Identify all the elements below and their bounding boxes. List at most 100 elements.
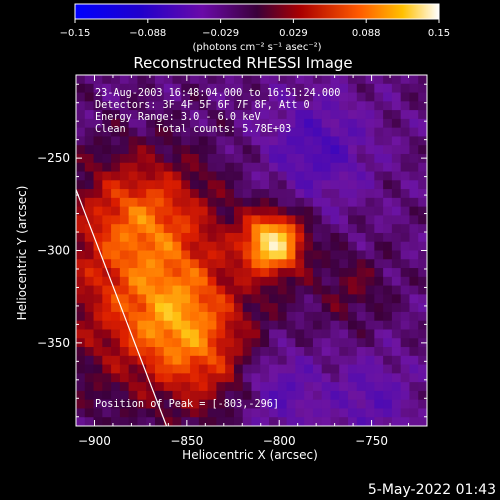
heatmap-cell xyxy=(312,294,323,304)
heatmap-cell xyxy=(242,162,252,172)
heatmap-cell xyxy=(400,338,410,348)
heatmap-cell xyxy=(400,83,410,93)
x-tick-label: −850 xyxy=(170,434,203,448)
heatmap-cell xyxy=(269,215,279,225)
heatmap-cell xyxy=(76,224,86,234)
heatmap-cell xyxy=(312,145,323,155)
heatmap-cell xyxy=(216,118,226,129)
heatmap-cell xyxy=(374,101,384,111)
heatmap-cell xyxy=(348,189,358,199)
heatmap-cell xyxy=(383,303,393,313)
heatmap-cell xyxy=(93,347,103,357)
heatmap-cell xyxy=(207,373,217,383)
heatmap-cell xyxy=(356,417,366,426)
heatmap-cell xyxy=(119,153,130,164)
heatmap-cell xyxy=(356,347,366,357)
heatmap-cell xyxy=(260,215,270,225)
heatmap-cell xyxy=(383,382,393,392)
heatmap-cell xyxy=(348,250,358,260)
heatmap-cell xyxy=(409,206,419,216)
heatmap-cell xyxy=(400,197,410,208)
heatmap-cell xyxy=(269,285,279,295)
heatmap-cell xyxy=(84,355,94,365)
heatmap-cell xyxy=(260,118,270,129)
heatmap-cell xyxy=(84,338,94,348)
heatmap-cell xyxy=(216,399,226,409)
heatmap-cell xyxy=(374,232,384,243)
heatmap-cell xyxy=(172,303,182,313)
heatmap-cell xyxy=(102,311,112,322)
heatmap-cell xyxy=(312,347,323,357)
heatmap-cell xyxy=(84,110,94,120)
heatmap-cell xyxy=(330,347,340,357)
heatmap-cell xyxy=(93,127,103,137)
heatmap-cell xyxy=(304,285,314,295)
heatmap-cell xyxy=(146,417,156,426)
heatmap-cell xyxy=(111,232,121,243)
heatmap-cell xyxy=(102,180,112,190)
heatmap-cell xyxy=(330,320,340,330)
heatmap-cell xyxy=(286,110,296,120)
heatmap-cell xyxy=(181,83,191,93)
heatmap-cell xyxy=(111,268,121,278)
heatmap-cell xyxy=(277,303,288,313)
heatmap-cell xyxy=(154,171,165,181)
heatmap-cell xyxy=(418,294,427,304)
heatmap-cell xyxy=(111,162,121,172)
heatmap-cell xyxy=(111,180,121,190)
heatmap-cell xyxy=(172,127,182,137)
heatmap-cell xyxy=(374,127,384,137)
heatmap-cell xyxy=(409,189,419,199)
heatmap-cell xyxy=(84,162,94,172)
heatmap-cell xyxy=(76,320,86,330)
heatmap-cell xyxy=(286,329,296,339)
heatmap-cell xyxy=(400,303,410,313)
heatmap-cell xyxy=(198,127,209,137)
heatmap-cell xyxy=(93,232,103,243)
heatmap-cell xyxy=(374,162,384,172)
heatmap-cell xyxy=(84,232,94,243)
colorbar-units: (photons cm⁻² s⁻¹ asec⁻²) xyxy=(192,42,321,53)
heatmap-cell xyxy=(172,294,182,304)
heatmap-cell xyxy=(339,110,349,120)
heatmap-cell xyxy=(190,180,200,190)
heatmap-cell xyxy=(269,232,279,243)
heatmap-cell xyxy=(233,355,244,365)
heatmap-cell xyxy=(269,417,279,426)
heatmap-cell xyxy=(216,268,226,278)
heatmap-cell xyxy=(146,197,156,208)
heatmap-cell xyxy=(137,285,147,295)
heatmap-cell xyxy=(286,276,296,287)
heatmap-cell xyxy=(339,250,349,260)
heatmap-cell xyxy=(111,285,121,295)
heatmap-cell xyxy=(146,408,156,418)
heatmap-cell xyxy=(242,268,252,278)
heatmap-cell xyxy=(330,390,340,401)
heatmap-cell xyxy=(277,136,288,146)
annotation-energy: Energy Range: 3.0 - 6.0 keV xyxy=(95,112,261,123)
heatmap-cell xyxy=(400,382,410,392)
heatmap-cell xyxy=(76,83,86,93)
heatmap-cell xyxy=(146,180,156,190)
heatmap-cell xyxy=(163,364,173,374)
heatmap-cell xyxy=(111,303,121,313)
heatmap-cell xyxy=(260,92,270,102)
heatmap-cell xyxy=(93,276,103,287)
heatmap-cell xyxy=(321,206,331,216)
heatmap-cell xyxy=(321,303,331,313)
heatmap-cell xyxy=(409,153,419,164)
heatmap-cell xyxy=(163,320,173,330)
heatmap-cell xyxy=(260,417,270,426)
heatmap-cell xyxy=(295,118,305,129)
heatmap-cell xyxy=(190,153,200,164)
heatmap-cell xyxy=(348,364,358,374)
heatmap-cell xyxy=(383,417,393,426)
heatmap-cell xyxy=(181,162,191,172)
heatmap-cell xyxy=(409,294,419,304)
heatmap-cell xyxy=(286,189,296,199)
heatmap-cell xyxy=(154,329,165,339)
heatmap-cell xyxy=(260,224,270,234)
heatmap-cell xyxy=(400,399,410,409)
heatmap-cell xyxy=(260,75,270,85)
heatmap-cell xyxy=(391,311,402,322)
